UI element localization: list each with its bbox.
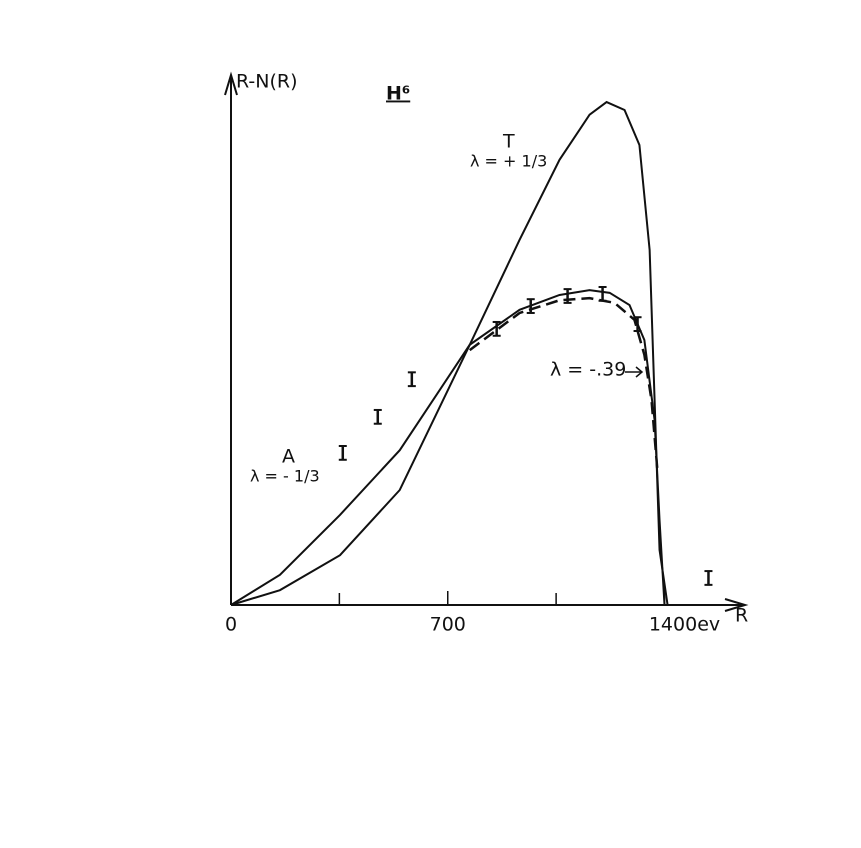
y-axis-arrow [224, 71, 238, 96]
curve-label: λ = -.39 [550, 359, 626, 381]
x-axis-arrow [724, 598, 749, 612]
chart-title: H⁶ [386, 83, 410, 105]
x-tick-label: 700 [430, 614, 466, 636]
curve [468, 296, 659, 470]
curve-lambda-label: λ = + 1/3 [470, 152, 547, 171]
x-tick-label: 1400ev [649, 614, 720, 636]
curve [230, 100, 669, 606]
curve [230, 289, 666, 606]
curve-lambda-label: λ = - 1/3 [250, 467, 320, 486]
x-axis-label: R [735, 605, 748, 627]
x-tick-label: 0 [225, 614, 237, 636]
label-arrow [625, 366, 644, 378]
curve-label: A [282, 446, 295, 468]
curve-label: T [502, 131, 515, 153]
y-axis-label: R-N(R) [236, 71, 298, 93]
